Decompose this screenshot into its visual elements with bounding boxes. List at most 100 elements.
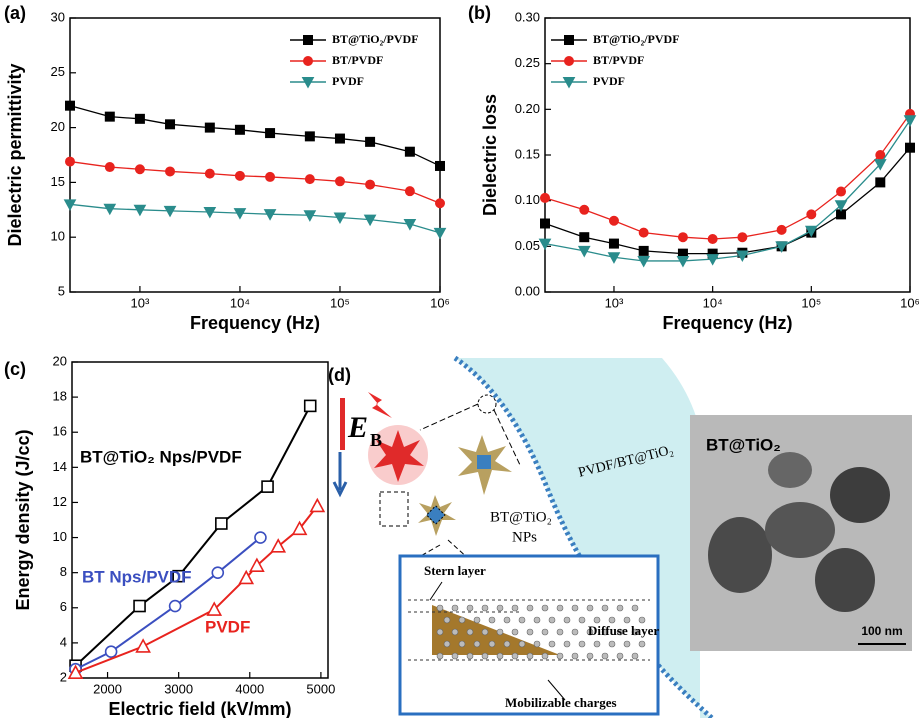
charge-dot: [571, 652, 579, 660]
marker: [291, 520, 308, 536]
marker: [905, 142, 915, 153]
charge-dot: [631, 652, 639, 660]
charge-pointer: [547, 679, 566, 701]
charge-dot: [638, 640, 646, 648]
charge-dot: [601, 604, 609, 612]
charge-dot: [578, 616, 586, 624]
marker: [334, 133, 345, 144]
marker: [333, 212, 347, 225]
series-label: BT@TiO₂ Nps/PVDF: [80, 447, 242, 466]
charge-dot: [541, 652, 549, 660]
legend-label: BT/PVDF: [332, 53, 383, 67]
marker: [562, 77, 576, 89]
charge-dot: [451, 652, 459, 660]
charge-dot: [503, 640, 511, 648]
marker: [638, 227, 649, 238]
y-tick-label: 30: [51, 9, 65, 24]
charge-dots: [436, 604, 646, 660]
marker: [875, 177, 886, 188]
marker: [736, 250, 749, 263]
charge-dot: [451, 604, 459, 612]
x-tick-label: 10⁶: [430, 295, 450, 310]
marker: [334, 176, 345, 187]
y-tick-label: 0.30: [515, 9, 540, 24]
marker: [363, 214, 377, 227]
marker: [303, 35, 313, 45]
marker: [103, 203, 117, 216]
charge-dot: [586, 604, 594, 612]
series-line: [75, 536, 262, 671]
y-tick-label: 0.00: [515, 283, 540, 298]
marker: [65, 100, 75, 111]
marker: [638, 245, 649, 256]
charge-dot: [473, 640, 481, 648]
marker: [238, 569, 255, 585]
field-bar: [340, 398, 345, 450]
particle-core: [477, 455, 491, 469]
marker: [564, 35, 574, 45]
series-line: [69, 105, 441, 167]
marker: [134, 113, 145, 124]
legend-label: BT@TiO₂/PVDF: [593, 32, 680, 46]
series-label: PVDF: [205, 617, 250, 636]
marker: [67, 664, 84, 680]
x-tick-label: 10³: [605, 295, 624, 310]
charge-dot: [601, 628, 609, 636]
charge-dot: [586, 652, 594, 660]
charge-dot: [488, 640, 496, 648]
tem-particle: [708, 517, 772, 593]
y-tick-label: 20: [51, 119, 65, 134]
marker: [676, 255, 690, 268]
tem-particle: [768, 452, 812, 488]
marker: [134, 164, 145, 175]
charge-dot: [578, 640, 586, 648]
panel-label: (d): [328, 365, 351, 385]
zoom-lines: [419, 403, 521, 466]
charge-dot: [481, 628, 489, 636]
charge-dot: [548, 616, 556, 624]
charge-dot: [631, 628, 639, 636]
marker: [707, 234, 718, 245]
layer-lines: [408, 599, 650, 661]
marker: [234, 124, 245, 135]
charge-dot: [443, 640, 451, 648]
marker: [215, 517, 228, 530]
marker: [637, 255, 651, 268]
charge-dot: [608, 616, 616, 624]
marker: [365, 136, 376, 147]
marker: [303, 56, 313, 66]
charge-dot: [458, 640, 466, 648]
charge-dot: [466, 652, 474, 660]
x-tick-label: 10⁴: [230, 295, 250, 310]
charge-dot: [436, 628, 444, 636]
y-tick-label: 12: [53, 494, 67, 509]
charge-dot: [571, 628, 579, 636]
charge-dot: [601, 652, 609, 660]
marker: [133, 204, 147, 217]
charge-dot: [526, 652, 534, 660]
marker: [303, 399, 317, 413]
marker: [261, 480, 274, 493]
series-line: [74, 405, 312, 667]
marker: [165, 166, 176, 177]
marker: [303, 210, 317, 222]
y-tick-label: 0.20: [515, 101, 540, 116]
x-tick-label: 10³: [131, 295, 150, 310]
marker: [304, 131, 315, 142]
y-tick-label: 15: [51, 174, 65, 189]
dash-box: [379, 491, 409, 527]
field-arrow: [332, 452, 348, 498]
y-tick-label: 6: [60, 599, 67, 614]
charge-dot: [541, 604, 549, 612]
marker: [365, 179, 376, 190]
stern-pointer: [429, 581, 443, 601]
y-tick-label: 5: [58, 283, 65, 298]
legend-label: PVDF: [332, 74, 364, 88]
marker: [206, 601, 223, 616]
y-axis-title: Dielectric permittivity: [5, 63, 25, 246]
particle-sub: NPs: [512, 529, 537, 545]
tem-particle: [830, 467, 890, 523]
marker: [168, 599, 182, 613]
charge-dot: [511, 652, 519, 660]
